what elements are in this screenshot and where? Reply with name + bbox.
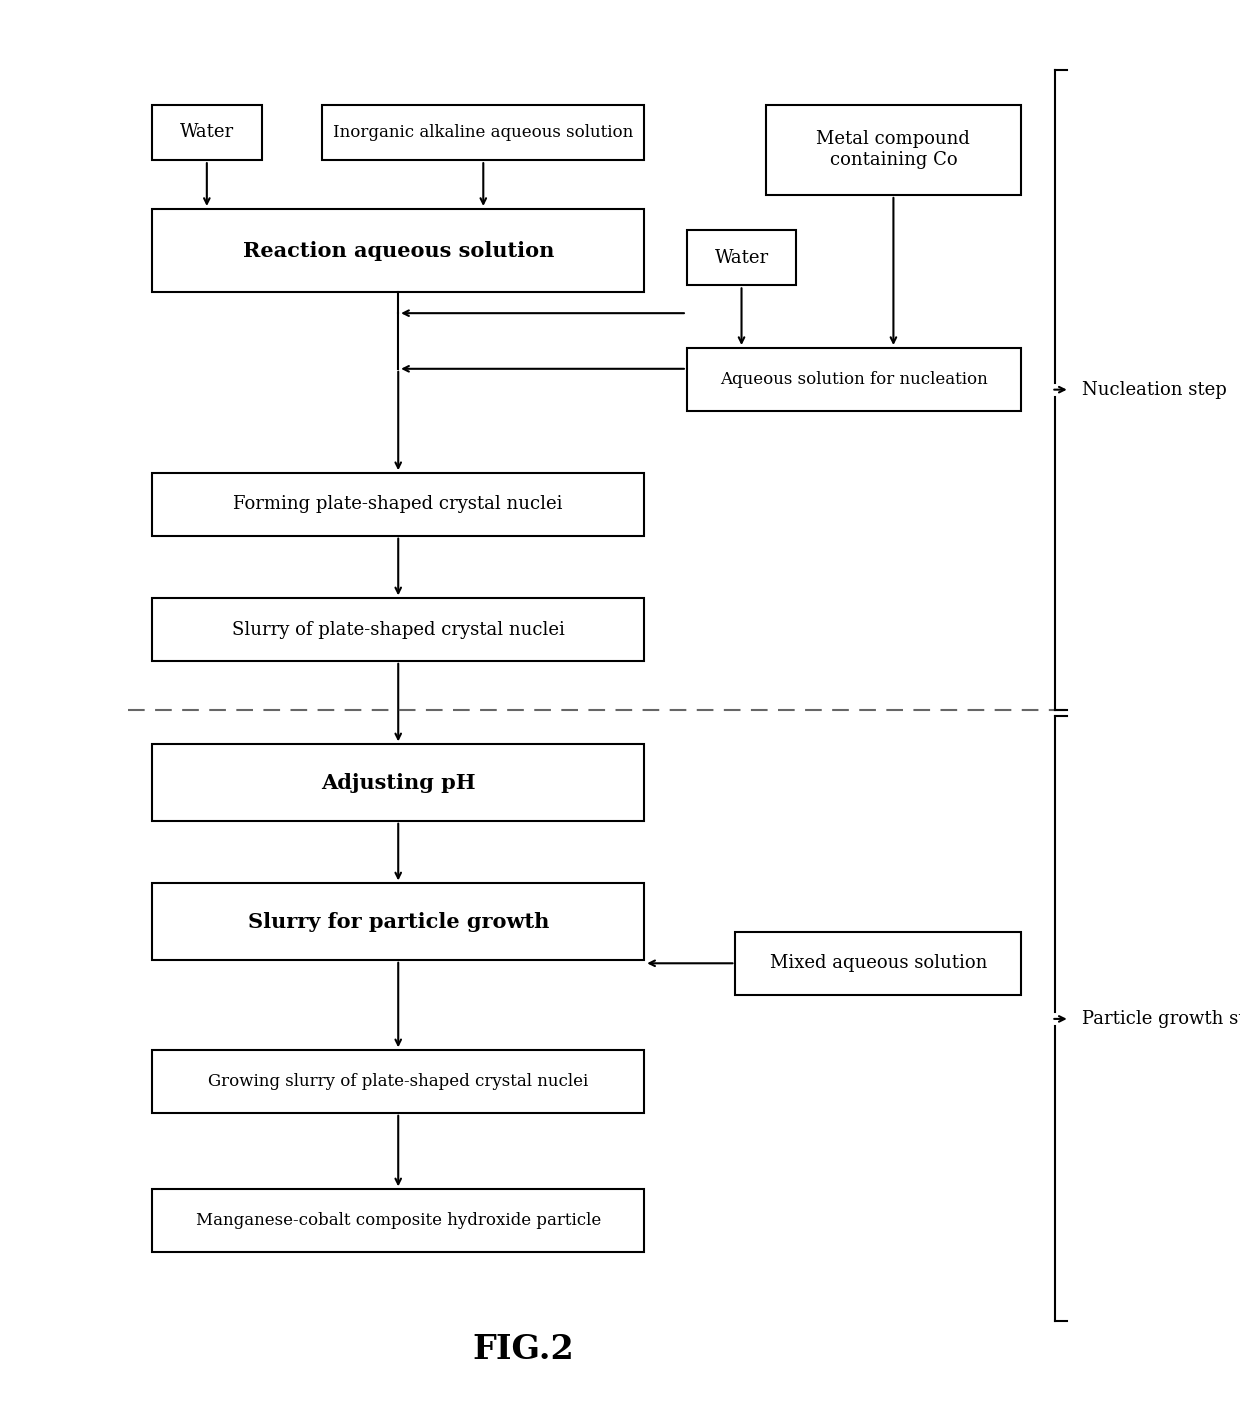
Text: Slurry for particle growth: Slurry for particle growth — [248, 911, 549, 931]
FancyBboxPatch shape — [153, 744, 645, 820]
Text: Water: Water — [714, 248, 769, 267]
FancyBboxPatch shape — [687, 230, 796, 285]
FancyBboxPatch shape — [153, 1050, 645, 1112]
FancyBboxPatch shape — [153, 1189, 645, 1252]
Text: Reaction aqueous solution: Reaction aqueous solution — [243, 241, 554, 261]
Text: Metal compound
containing Co: Metal compound containing Co — [816, 131, 971, 169]
Text: Nucleation step: Nucleation step — [1081, 380, 1226, 399]
FancyBboxPatch shape — [766, 105, 1021, 194]
Text: Manganese-cobalt composite hydroxide particle: Manganese-cobalt composite hydroxide par… — [196, 1212, 601, 1229]
FancyBboxPatch shape — [153, 105, 262, 160]
Text: FIG.2: FIG.2 — [472, 1332, 574, 1365]
Text: Water: Water — [180, 123, 234, 142]
Text: Aqueous solution for nucleation: Aqueous solution for nucleation — [720, 370, 988, 387]
Text: Slurry of plate-shaped crystal nuclei: Slurry of plate-shaped crystal nuclei — [232, 620, 564, 639]
Text: Forming plate-shaped crystal nuclei: Forming plate-shaped crystal nuclei — [233, 495, 563, 514]
FancyBboxPatch shape — [322, 105, 645, 160]
Text: Adjusting pH: Adjusting pH — [321, 772, 475, 792]
FancyBboxPatch shape — [153, 883, 645, 959]
FancyBboxPatch shape — [735, 932, 1021, 995]
Text: Mixed aqueous solution: Mixed aqueous solution — [770, 955, 987, 972]
Text: Particle growth step: Particle growth step — [1081, 1010, 1240, 1027]
FancyBboxPatch shape — [153, 473, 645, 535]
Text: Growing slurry of plate-shaped crystal nuclei: Growing slurry of plate-shaped crystal n… — [208, 1073, 588, 1090]
Text: Inorganic alkaline aqueous solution: Inorganic alkaline aqueous solution — [334, 123, 634, 140]
FancyBboxPatch shape — [153, 599, 645, 661]
FancyBboxPatch shape — [153, 209, 645, 292]
FancyBboxPatch shape — [687, 348, 1021, 410]
